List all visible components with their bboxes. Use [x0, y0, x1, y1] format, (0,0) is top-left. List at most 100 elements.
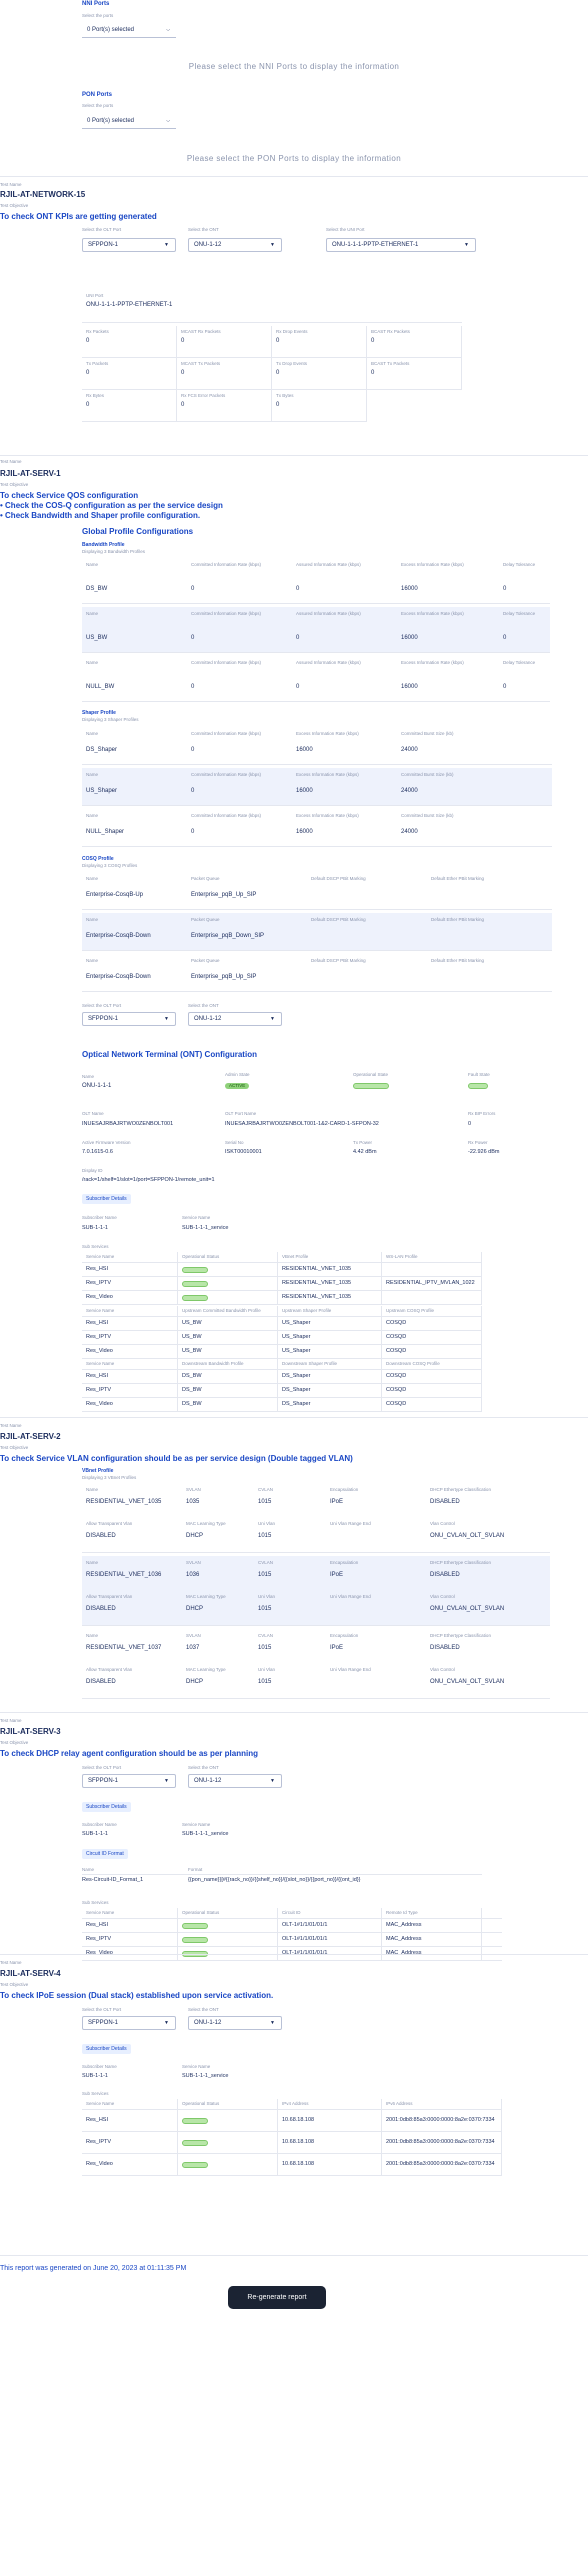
subscriber-details-tab[interactable]: Subscriber Details: [82, 1802, 131, 1813]
cell-value: 0: [191, 635, 195, 641]
table-row: Res_Video OLT-1#1/1/01/01/1 MAC_Address: [82, 1947, 502, 1961]
test-objective: To check Service VLAN configuration shou…: [0, 1454, 353, 1463]
status-toggle[interactable]: [182, 1294, 208, 1301]
pon-port-select[interactable]: 0 Port(s) selected ⌵: [82, 115, 176, 129]
table-cell: [178, 2132, 278, 2153]
regenerate-report-button[interactable]: Re-generate report: [228, 2286, 326, 2309]
column-header: Operational Status: [178, 1252, 278, 1262]
status-toggle[interactable]: [182, 1922, 208, 1929]
cell-value: 1015: [258, 1606, 272, 1612]
circuit-id-format-tab[interactable]: Circuit ID Format: [82, 1849, 128, 1860]
ont-select[interactable]: ONU-1-12 ▼: [188, 1012, 282, 1026]
chevron-down-icon: ▼: [464, 242, 469, 248]
column-header: Committed Information Rate (kbps): [191, 813, 262, 818]
status-toggle[interactable]: [182, 1950, 208, 1957]
status-toggle[interactable]: [182, 1266, 208, 1273]
kpi-label: Rx Packets: [86, 329, 109, 334]
subscriber-details-tab[interactable]: Subscriber Details: [82, 1194, 131, 1205]
cell-value: 24000: [401, 829, 418, 835]
cell-value: RESIDENTIAL_VNET_1036: [86, 1572, 162, 1578]
column-header: CVLAN: [258, 1487, 274, 1492]
subscriber-details-tab[interactable]: Subscriber Details: [82, 2044, 131, 2055]
table-cell: Res_HSI: [82, 1263, 178, 1276]
cell-value: 1015: [258, 1499, 272, 1505]
olt-port-select[interactable]: SFPPON-1 ▼: [82, 1012, 176, 1026]
cell-value: 0: [191, 829, 195, 835]
pon-message: Please select the PON Ports to display t…: [186, 154, 402, 163]
uni-port-select[interactable]: ONU-1-1-1-PPTP-ETHERNET-1 ▼: [326, 238, 476, 252]
column-header: Uni Vlan Range End: [330, 1594, 371, 1599]
column-header: Encapsulation: [330, 1633, 359, 1638]
cell-value: 24000: [401, 788, 418, 794]
status-toggle[interactable]: [182, 2117, 208, 2124]
status-toggle[interactable]: [182, 2139, 208, 2146]
column-header: Allow Transparent Vlan: [86, 1594, 133, 1599]
upstream-profiles-table: Service Name Upstream Committed Bandwidth…: [82, 1306, 482, 1359]
column-header: Committed Information Rate (kbps): [191, 731, 262, 736]
status-toggle[interactable]: [182, 1280, 208, 1287]
cell-value: 0: [503, 586, 507, 592]
column-header: Encapsulation: [330, 1560, 359, 1565]
olt-port-select[interactable]: SFPPON-1 ▼: [82, 2016, 176, 2030]
column-header: Committed Information Rate (kbps): [191, 660, 262, 665]
table-cell: RESIDENTIAL_VNET_1035: [278, 1277, 382, 1290]
table-cell: 2001:0db8:85a3:0000:0000:8a2e:0370:7334: [382, 2154, 502, 2175]
cell-value: IPoE: [330, 1645, 344, 1651]
cell-value: DS_Shaper: [86, 747, 118, 753]
cell-value: 0: [191, 684, 195, 690]
column-header: CVLAN: [258, 1633, 274, 1638]
cell-value: RESIDENTIAL_VNET_1035: [86, 1499, 162, 1505]
cell-value: DHCP: [186, 1679, 204, 1685]
table-cell: RESIDENTIAL_VNET_1035: [278, 1291, 382, 1304]
chevron-down-icon: ▼: [270, 1016, 275, 1022]
column-header: Default DSCP PBit Marking: [311, 958, 366, 963]
ont-select[interactable]: ONU-1-12 ▼: [188, 2016, 282, 2030]
table-row: Res_IPTV DS_BW DS_Shaper COSQD: [82, 1384, 482, 1398]
column-header: Name: [86, 813, 99, 818]
cell-value: Enterprise_pqB_Up_SIP: [191, 974, 257, 980]
kpi-cell: Tx Bytes 0: [272, 390, 367, 422]
table-cell: [178, 1277, 278, 1290]
column-header: Delay Tolerance: [503, 660, 536, 665]
chevron-down-icon: ▼: [164, 1778, 169, 1784]
test-name: RJIL-AT-SERV-1: [0, 469, 61, 478]
olt-port-select[interactable]: SFPPON-1 ▼: [82, 238, 176, 252]
column-header: MAC Learning Type: [186, 1521, 226, 1526]
table-row: Res_HSI RESIDENTIAL_VNET_1035: [82, 1263, 482, 1277]
column-header: Downstream Shaper Profile: [278, 1359, 382, 1369]
test-name: RJIL-AT-NETWORK-15: [0, 190, 86, 199]
column-header: CVLAN: [258, 1560, 274, 1565]
nni-port-select[interactable]: 0 Port(s) selected ⌵: [82, 24, 176, 38]
cell-value: 1015: [258, 1533, 272, 1539]
kpi-label: BCAST Tx Packets: [371, 361, 410, 366]
cosq-profile-list: Name Enterprise-CosqB-Up Packet Queue Enter…: [82, 872, 552, 995]
cell-value: 0: [503, 684, 507, 690]
cell-value: 24000: [401, 747, 418, 753]
column-header: Packet Queue: [191, 876, 220, 881]
table-cell: [382, 1263, 482, 1276]
olt-port-select[interactable]: SFPPON-1 ▼: [82, 1774, 176, 1788]
ont-select[interactable]: ONU-1-12 ▼: [188, 238, 282, 252]
profile-card: Name Enterprise-CosqB-Down Packet Queue Ent…: [82, 913, 552, 951]
column-header: IPv4 Address: [278, 2099, 382, 2109]
column-header: Committed Burst Size (kb): [401, 731, 454, 736]
cell-value: NULL_BW: [86, 684, 115, 690]
column-header: Downstream Bandwidth Profile: [178, 1359, 278, 1369]
test-objective: To check Service QOS configuration: [0, 491, 139, 500]
cell-value: DHCP: [186, 1606, 204, 1612]
cell-value: Enterprise-CosqB-Down: [86, 974, 151, 980]
sub-services-table: Service Name Operational Status VBnet Prof…: [82, 1252, 482, 1305]
column-header: Uni Vlan: [258, 1594, 276, 1599]
ont-select[interactable]: ONU-1-12 ▼: [188, 1774, 282, 1788]
cell-value: ONU_CVLAN_OLT_SVLAN: [430, 1606, 505, 1612]
cell-value: 0: [296, 586, 300, 592]
column-header: DHCP Ethertype Classification: [430, 1633, 491, 1638]
table-cell: RESIDENTIAL_IPTV_MVLAN_1022: [382, 1277, 482, 1290]
cell-value: DISABLED: [86, 1606, 116, 1612]
kpi-value: 0: [276, 369, 280, 376]
status-toggle[interactable]: [182, 2161, 208, 2168]
vbnet-profile-card: Name RESIDENTIAL_VNET_1035 SVLAN 1035 CVLAN 1…: [82, 1483, 550, 1553]
test-objective: To check IPoE session (Dual stack) estab…: [0, 1991, 274, 2000]
admin-state-badge: ACTIVE: [225, 1083, 250, 1089]
status-toggle[interactable]: [182, 1936, 208, 1943]
